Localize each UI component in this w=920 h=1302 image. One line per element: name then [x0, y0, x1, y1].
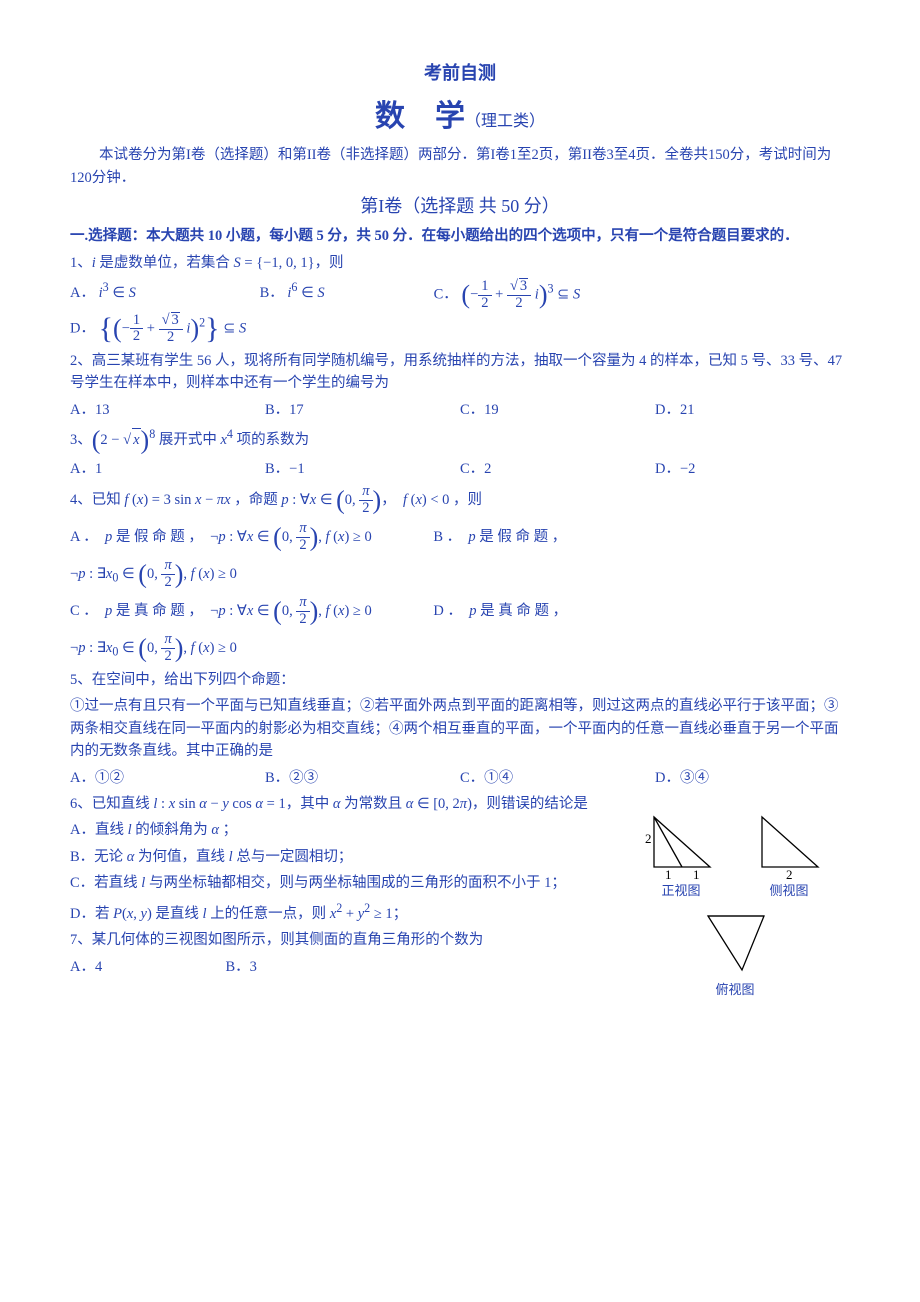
top-view-caption: 俯视图: [696, 980, 774, 1000]
q4-line-D2: ¬p : ∃x0 ∈ (0, π2), f (x) ≥ 0: [70, 632, 850, 665]
q4-A-text: 是 假 命 题 ，: [112, 529, 195, 545]
question-4: 4、已知 f (x) = 3 sin x − πx ，命题 p : ∀x ∈ (…: [70, 484, 850, 517]
section-heading: 第I卷（选择题 共 50 分）: [70, 193, 850, 221]
q7-B: B．3: [226, 956, 382, 978]
front-x2-label: 1: [693, 867, 700, 879]
q1-text-b: ，则: [315, 255, 344, 271]
q3-D: D．−2: [655, 458, 850, 480]
subject-sub: （理工类）: [465, 113, 545, 130]
side-x-label: 2: [786, 867, 793, 879]
q4-tail: ，则: [453, 492, 482, 508]
q7-options: A．4 B．3: [70, 956, 620, 978]
q4-B-text: 是 假 命 题 ，: [476, 529, 567, 545]
question-7: 7、某几何体的三视图如图所示，则其侧面的直角三角形的个数为: [70, 929, 610, 951]
front-x1-label: 1: [665, 867, 672, 879]
q1-B-label: B．: [260, 285, 284, 301]
q4-mid: ，命题: [231, 492, 282, 508]
q1-num: 1、: [70, 255, 92, 271]
q7-A: A．4: [70, 956, 226, 978]
pretest-title: 考前自测: [70, 60, 850, 88]
top-view: 俯视图: [696, 908, 774, 1000]
q5-D: D．③④: [655, 767, 850, 789]
q4-A-lead: A ．: [70, 529, 105, 545]
front-view-caption: 正视图: [642, 881, 720, 901]
q3-A: A．1: [70, 458, 265, 480]
three-view-figures: 2 1 1 正视图 2 侧视图 俯视图: [620, 809, 850, 999]
question-3: 3、(2 − x)8 展开式中 x4 项的系数为: [70, 425, 850, 454]
q6-tail: ，则错误的结论是: [472, 796, 588, 812]
side-view-caption: 侧视图: [750, 881, 828, 901]
q1-A-label: A．: [70, 285, 95, 301]
q6-num: 6、已知直线: [70, 796, 153, 812]
q2-C: C．19: [460, 399, 655, 421]
q2-options: A．13 B．17 C．19 D．21: [70, 399, 850, 421]
q4-line-CD: C ． p 是 真 命 题 ， ¬p : ∀x ∈ (0, π2), f (x)…: [70, 595, 850, 628]
front-view-icon: 2 1 1: [642, 809, 720, 879]
q3-C: C．2: [460, 458, 655, 480]
intro-text: 本试卷分为第I卷（选择题）和第II卷（非选择题）两部分．第I卷1至2页，第II卷…: [70, 144, 850, 189]
q3-num: 3、: [70, 432, 92, 448]
q4-C-lead: C ．: [70, 603, 105, 619]
subject-main: 数 学: [375, 100, 465, 133]
q1-options: A． i3 ∈ S B． i6 ∈ S C． (−12 + 32 i)3 ⊆ S…: [70, 278, 850, 346]
q5-C: C．①④: [460, 767, 655, 789]
q3-options: A．1 B．−1 C．2 D．−2: [70, 458, 850, 480]
q3-tail: 展开式中: [159, 432, 221, 448]
q2-D: D．21: [655, 399, 850, 421]
front-view: 2 1 1 正视图: [642, 809, 720, 901]
q4-line-AB: A ． p 是 假 命 题 ， ¬p : ∀x ∈ (0, π2), f (x)…: [70, 521, 850, 554]
side-view-icon: 2: [750, 809, 828, 879]
q4-line-B2: ¬p : ∃x0 ∈ (0, π2), f (x) ≥ 0: [70, 558, 850, 591]
q1-D-label: D．: [70, 320, 95, 336]
q2-A: A．13: [70, 399, 265, 421]
q4-num: 4、已知: [70, 492, 124, 508]
top-view-icon: [696, 908, 774, 978]
side-view: 2 侧视图: [750, 809, 828, 901]
q1-C-label: C．: [434, 286, 458, 302]
q3-tail2: 项的系数为: [233, 432, 309, 448]
q4-D-text: 是 真 命 题 ，: [476, 603, 567, 619]
instructions: 一.选择题：本大题共 10 小题，每小题 5 分，共 50 分．在每小题给出的四…: [70, 225, 850, 247]
subject-title: 数 学（理工类）: [70, 94, 850, 141]
q6-mid: ，其中: [286, 796, 333, 812]
q5-B: B．②③: [265, 767, 460, 789]
question-5-body: ①过一点有且只有一个平面与已知直线垂直；②若平面外两点到平面的距离相等，则过这两…: [70, 695, 850, 762]
question-5-head: 5、在空间中，给出下列四个命题：: [70, 669, 850, 691]
q4-B-lead: B ．: [433, 529, 468, 545]
q6-mid2: 为常数且: [340, 796, 405, 812]
q4-C-text: 是 真 命 题 ，: [112, 603, 195, 619]
q5-options: A．①② B．②③ C．①④ D．③④: [70, 767, 850, 789]
q4-D-lead: D ．: [433, 603, 469, 619]
q5-A: A．①②: [70, 767, 265, 789]
q2-B: B．17: [265, 399, 460, 421]
question-2: 2、高三某班有学生 56 人，现将所有同学随机编号，用系统抽样的方法，抽取一个容…: [70, 350, 850, 395]
q1-text-a: 是虚数单位，若集合: [96, 255, 234, 271]
front-y-label: 2: [645, 831, 652, 846]
question-1: 1、i 是虚数单位，若集合 S = {−1, 0, 1}，则: [70, 252, 850, 274]
q3-B: B．−1: [265, 458, 460, 480]
